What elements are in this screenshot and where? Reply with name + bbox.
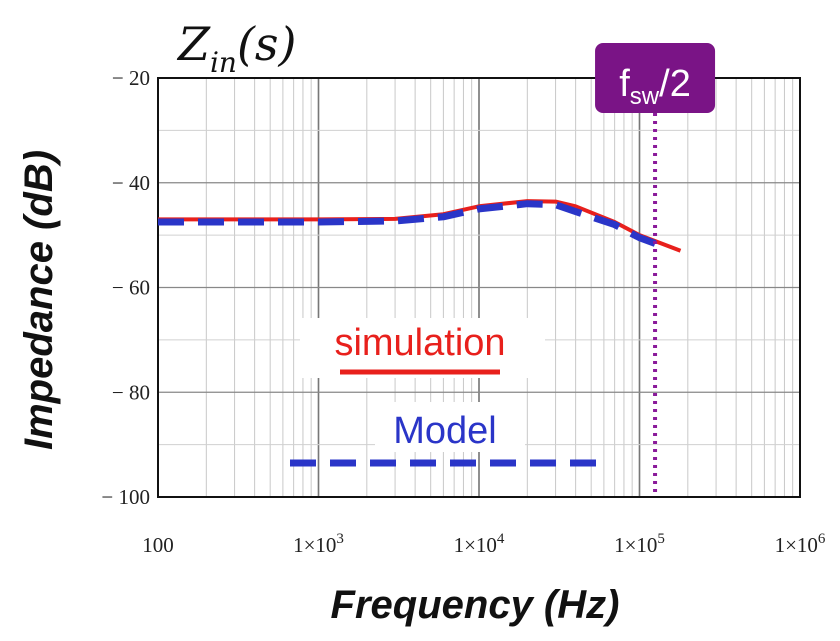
plot-frame: [157, 77, 801, 498]
y-tick-label: − 80: [112, 380, 150, 404]
fsw-label-suffix: /2: [659, 63, 691, 105]
title-main: Z: [176, 17, 211, 71]
x-tick-base: 1×10: [614, 533, 657, 557]
x-tick-exponent: 5: [657, 531, 665, 547]
x-tick-base: 100: [142, 533, 174, 557]
fsw-label-main: f: [619, 63, 630, 105]
x-tick-base: 1×10: [775, 533, 818, 557]
chart-title: Zin(s): [176, 17, 296, 79]
fsw-label-box: [595, 43, 716, 113]
x-axis-label: Frequency (Hz): [331, 583, 620, 627]
fsw-label-subscript: sw: [630, 83, 660, 110]
x-tick-base: 1×10: [293, 533, 336, 557]
legend-bg-model: [375, 402, 525, 452]
y-tick-label: − 100: [101, 485, 150, 509]
x-tick-base: 1×10: [454, 533, 497, 557]
y-tick-label: − 40: [112, 171, 150, 195]
legend-bg-simulation: [300, 318, 545, 378]
x-tick-label: 100: [142, 533, 174, 557]
x-tick-exponent: 3: [336, 531, 344, 547]
series-line-simulation: [158, 199, 682, 253]
legend: simulation Model: [290, 318, 600, 467]
legend-label-simulation: simulation: [334, 322, 505, 364]
x-tick-label: 1×103: [293, 531, 344, 557]
series-line-model: [158, 200, 670, 252]
x-tick-label: 1×106: [775, 531, 826, 557]
annotation-layer: fsw/2: [595, 43, 716, 497]
y-tick-label: − 20: [112, 66, 150, 90]
y-tick-labels: − 20 − 40 − 60 − 80 − 100: [101, 66, 150, 509]
fsw-label: fsw/2: [619, 63, 691, 110]
x-tick-labels: 100 1×103 1×104 1×105 1×106: [142, 531, 826, 557]
x-tick-label: 1×105: [614, 531, 665, 557]
x-tick-exponent: 6: [818, 531, 826, 547]
y-axis-label: Impedance (dB): [17, 150, 61, 450]
x-tick-exponent: 4: [497, 531, 505, 547]
series-layer: [158, 199, 682, 253]
title-suffix: (s): [237, 17, 297, 71]
x-tick-label: 1×104: [454, 531, 505, 557]
legend-label-model: Model: [393, 410, 497, 452]
y-tick-label: − 60: [112, 276, 150, 300]
title-subscript: in: [210, 46, 237, 79]
